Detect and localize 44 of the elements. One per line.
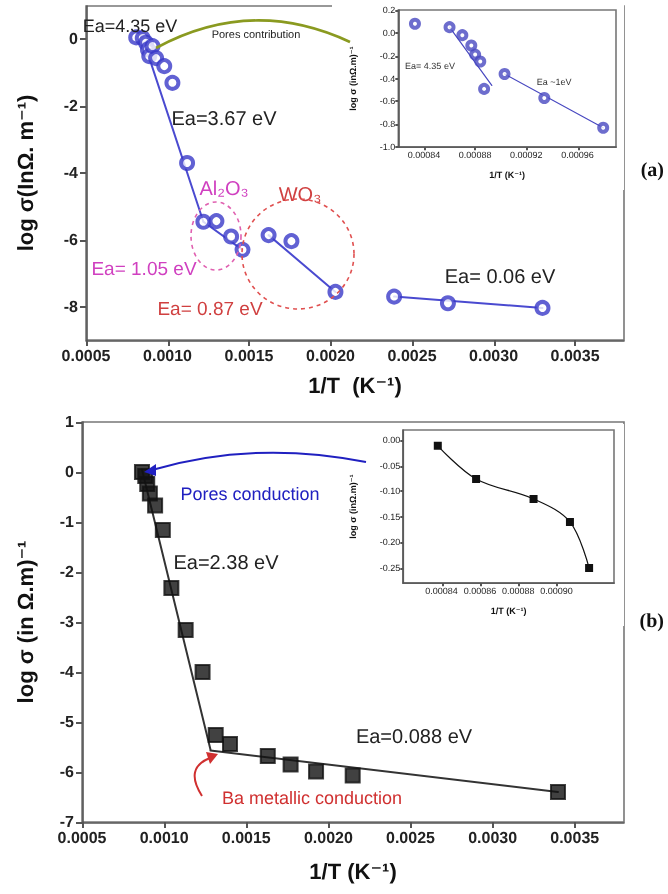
- x-tick-label: 0.0025: [386, 829, 437, 847]
- annotation: Ea=2.38 eV: [173, 553, 280, 575]
- y-tick-label: -6: [59, 763, 76, 781]
- x-tick-label: 0.0010: [139, 829, 190, 847]
- x-axis-title: 1/T (K⁻¹): [308, 375, 403, 399]
- text: (a): [640, 160, 665, 182]
- y-tick-label: -5: [59, 713, 76, 731]
- y-tick-label: 1: [65, 413, 76, 431]
- x-tick-label: 0.0020: [306, 347, 357, 365]
- y-tick-label: -7: [59, 813, 76, 831]
- annotation: Ea= 0.87 eV: [157, 299, 264, 321]
- annotation: WO₃: [278, 185, 322, 207]
- x-tick-label: 0.0035: [550, 347, 601, 365]
- y-tick-label: -4: [63, 164, 80, 182]
- x-axis-title: 1/T (K⁻¹): [309, 861, 398, 885]
- x-tick-label: 0.0015: [224, 347, 275, 365]
- y-tick-label: -8: [63, 297, 80, 316]
- x-tick-label: 0.0005: [57, 829, 108, 847]
- y-tick-label: -4: [59, 663, 76, 681]
- x-tick-label: 0.0010: [143, 347, 194, 365]
- y-tick-label: -1: [59, 513, 76, 531]
- y-axis-title: log σ (in Ω.m)⁻¹: [15, 539, 39, 704]
- x-tick-label: 0.0030: [468, 829, 519, 847]
- annotation: Ba metallic conduction: [221, 788, 403, 808]
- y-tick-label: -2: [59, 563, 76, 581]
- y-tick-label: -6: [63, 230, 80, 249]
- y-tick-label: 0: [69, 30, 80, 49]
- annotation: Ea= 1.05 eV: [91, 259, 198, 281]
- annotation: Ea= 0.06 eV: [444, 267, 556, 289]
- x-tick-label: 0.0020: [303, 829, 354, 847]
- x-tick-label: 0.0035: [550, 829, 601, 847]
- annotation: Al₂O₃: [199, 179, 249, 201]
- x-tick-label: 0.0025: [387, 347, 438, 365]
- y-axis-title: log σ(InΩ. m⁻¹): [15, 93, 39, 252]
- x-tick-label: 0.0015: [221, 829, 272, 847]
- y-tick-label: -3: [59, 613, 76, 631]
- x-tick-label: 0.0030: [469, 347, 520, 365]
- y-tick-label: 0: [65, 463, 76, 481]
- annotation: Ea=0.088 eV: [355, 727, 473, 749]
- text: (b): [639, 611, 665, 633]
- x-tick-label: 0.0005: [61, 347, 112, 365]
- y-tick-label: -2: [63, 97, 80, 116]
- annotation: Ea=3.67 eV: [171, 109, 278, 131]
- annotation: Pores conduction: [180, 484, 320, 504]
